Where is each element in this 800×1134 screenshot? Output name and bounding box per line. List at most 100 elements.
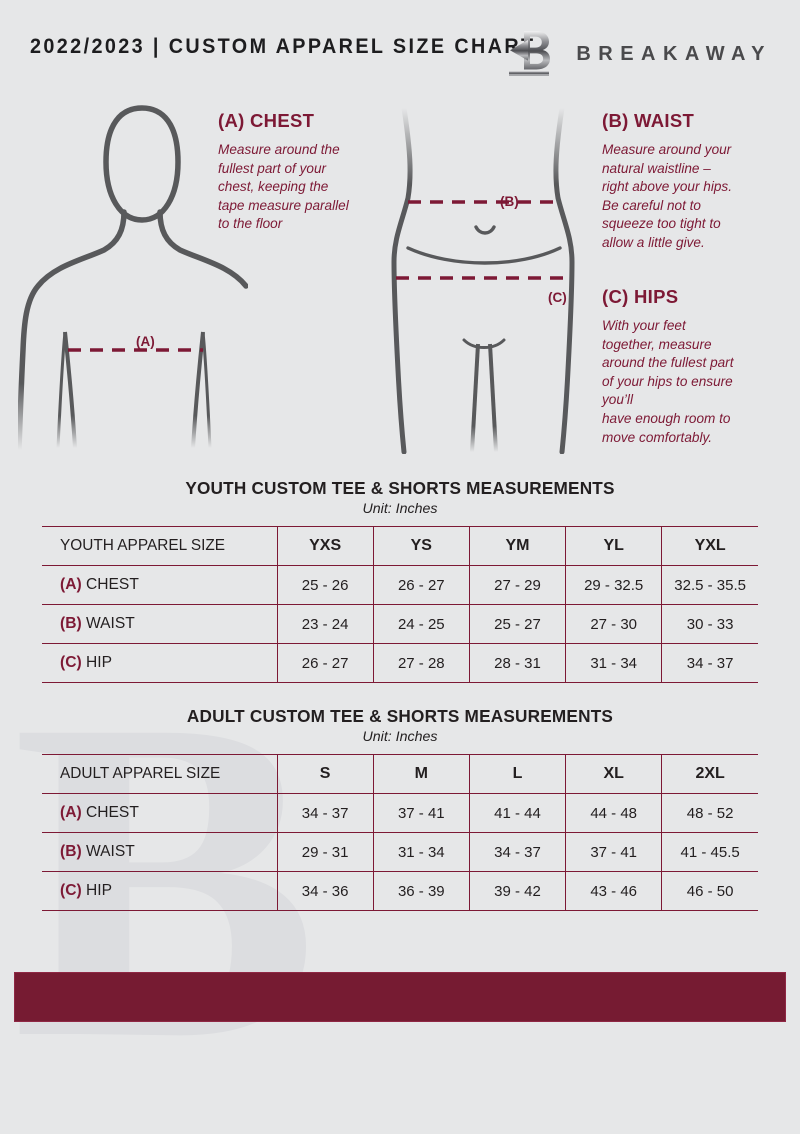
- illustrations: (A) (B) (C): [0, 100, 800, 460]
- measurement-cell: 34 - 37: [469, 832, 567, 872]
- measurement-cell: 46 - 50: [661, 871, 758, 911]
- measurement-cell: 39 - 42: [469, 871, 567, 911]
- upper-body-illustration: [18, 105, 248, 450]
- adult-size-table: ADULT APPAREL SIZE S M L XL 2XL (A) CHEST 34 - …: [42, 754, 758, 911]
- head-outline: [103, 105, 181, 223]
- chest-description: Measure around the fullest part of your …: [218, 142, 349, 232]
- hips-heading: (C) HIPS: [602, 286, 679, 307]
- size-column-header: YXL: [661, 526, 758, 566]
- measurement-row-label: (B) WAIST: [42, 604, 278, 644]
- size-column-header: YS: [373, 526, 470, 566]
- measurement-cell: 26 - 27: [277, 643, 374, 683]
- measurement-cell: 34 - 37: [277, 793, 374, 833]
- breakaway-b-monogram-icon: [509, 31, 551, 76]
- measurement-cell: 27 - 29: [469, 565, 567, 605]
- measurement-row-label: (C) HIP: [42, 871, 278, 911]
- adult-table-subtitle: Unit: Inches: [362, 729, 438, 745]
- brand-lockup: BREAKAWAY: [504, 28, 772, 80]
- measurement-cell: 32.5 - 35.5: [661, 565, 758, 605]
- hip-curve: [406, 246, 562, 265]
- chest-marker-label: (A): [136, 334, 155, 349]
- measurement-row-label: (A) CHEST: [42, 565, 278, 605]
- page-title: 2022/2023 | CUSTOM APPAREL SIZE CHART: [30, 34, 536, 58]
- inner-left-leg: [470, 343, 480, 453]
- waist-description: Measure around your natural waistline – …: [602, 142, 732, 250]
- right-side-crease-inner: [201, 331, 212, 449]
- left-shoulder-arm-outline: [18, 209, 127, 450]
- youth-size-table-section: YOUTH CUSTOM TEE & SHORTS MEASUREMENTS U…: [42, 478, 758, 683]
- measurement-cell: 31 - 34: [373, 832, 470, 872]
- size-label-header: YOUTH APPAREL SIZE: [42, 526, 278, 566]
- right-side-crease: [191, 331, 205, 449]
- measurement-cell: 29 - 31: [277, 832, 374, 872]
- size-column-header: YXS: [277, 526, 374, 566]
- size-column-header: XL: [565, 754, 663, 794]
- chest-instruction-block: (A) CHEST Measure around the fullest par…: [218, 110, 398, 234]
- waist-heading: (B) WAIST: [602, 110, 695, 131]
- waist-instruction-block: (B) WAIST Measure around your natural wa…: [602, 110, 780, 253]
- measurement-tag: (C): [60, 882, 82, 899]
- size-column-header: S: [277, 754, 374, 794]
- measurement-cell: 37 - 41: [565, 832, 663, 872]
- measurement-cell: 44 - 48: [565, 793, 663, 833]
- measurement-cell: 37 - 41: [373, 793, 470, 833]
- measurement-cell: 23 - 24: [277, 604, 374, 644]
- table-header-row: YOUTH APPAREL SIZE YXS YS YM YL YXL: [42, 526, 758, 566]
- measurement-tag: (C): [60, 654, 82, 671]
- measurement-cell: 30 - 33: [661, 604, 758, 644]
- chest-heading: (A) CHEST: [218, 110, 315, 131]
- measurement-cell: 24 - 25: [373, 604, 470, 644]
- size-column-header: M: [373, 754, 470, 794]
- table-row: (B) WAIST 23 - 24 24 - 25 25 - 27 27 - 30 30 …: [42, 604, 758, 644]
- measurement-tag: (B): [60, 615, 82, 632]
- size-column-header: 2XL: [661, 754, 758, 794]
- measurement-cell: 27 - 28: [373, 643, 470, 683]
- table-row: (A) CHEST 25 - 26 26 - 27 27 - 29 29 - 32.5 3…: [42, 565, 758, 605]
- table-header-row: ADULT APPAREL SIZE S M L XL 2XL: [42, 754, 758, 794]
- size-column-header: YL: [565, 526, 663, 566]
- size-column-header: L: [469, 754, 567, 794]
- navel: [474, 225, 496, 235]
- hips-instruction-block: (C) HIPS With your feet together, measur…: [602, 286, 780, 447]
- left-side-crease: [63, 331, 77, 449]
- measurement-cell: 25 - 27: [469, 604, 567, 644]
- table-row: (A) CHEST 34 - 37 37 - 41 41 - 44 44 - 48 48 …: [42, 793, 758, 833]
- measurement-cell: 28 - 31: [469, 643, 567, 683]
- left-side-crease-inner: [56, 331, 67, 449]
- hip-marker-label: (C): [548, 290, 567, 305]
- size-label-header: ADULT APPAREL SIZE: [42, 754, 278, 794]
- measurement-cell: 29 - 32.5: [565, 565, 663, 605]
- youth-table-subtitle: Unit: Inches: [362, 501, 438, 517]
- right-shoulder-outline: [157, 209, 248, 289]
- size-column-header: YM: [469, 526, 567, 566]
- measurement-row-label: (C) HIP: [42, 643, 278, 683]
- inner-right-leg: [488, 343, 498, 453]
- measurement-tag: (B): [60, 843, 82, 860]
- measurement-row-label: (A) CHEST: [42, 793, 278, 833]
- measurement-tag: (A): [60, 804, 82, 821]
- measurement-cell: 41 - 44: [469, 793, 567, 833]
- measurement-cell: 25 - 26: [277, 565, 374, 605]
- measurement-cell: 36 - 39: [373, 871, 470, 911]
- measurement-cell: 48 - 52: [661, 793, 758, 833]
- brand-name: BREAKAWAY: [576, 42, 772, 65]
- youth-size-table: YOUTH APPAREL SIZE YXS YS YM YL YXL (A) CHEST 2…: [42, 526, 758, 683]
- measurement-cell: 41 - 45.5: [661, 832, 758, 872]
- crotch-curve: [462, 338, 506, 349]
- measurement-cell: 43 - 46: [565, 871, 663, 911]
- table-row: (B) WAIST 29 - 31 31 - 34 34 - 37 37 - 41 41 …: [42, 832, 758, 872]
- measurement-tag: (A): [60, 576, 82, 593]
- waist-marker-label: (B): [500, 194, 519, 209]
- footer-bar: [14, 972, 786, 1022]
- measurement-cell: 27 - 30: [565, 604, 663, 644]
- hips-description: With your feet together, measure around …: [602, 318, 734, 445]
- left-body-outline: [391, 105, 413, 454]
- measurement-cell: 26 - 27: [373, 565, 470, 605]
- youth-table-title: YOUTH CUSTOM TEE & SHORTS MEASUREMENTS: [185, 478, 615, 498]
- measurement-cell: 31 - 34: [565, 643, 663, 683]
- right-body-outline: [553, 105, 575, 454]
- adult-size-table-section: ADULT CUSTOM TEE & SHORTS MEASUREMENTS U…: [42, 706, 758, 911]
- measurement-row-label: (B) WAIST: [42, 832, 278, 872]
- table-row: (C) HIP 34 - 36 36 - 39 39 - 42 43 - 46 46 - …: [42, 871, 758, 911]
- table-row: (C) HIP 26 - 27 27 - 28 28 - 31 31 - 34 34 - …: [42, 643, 758, 683]
